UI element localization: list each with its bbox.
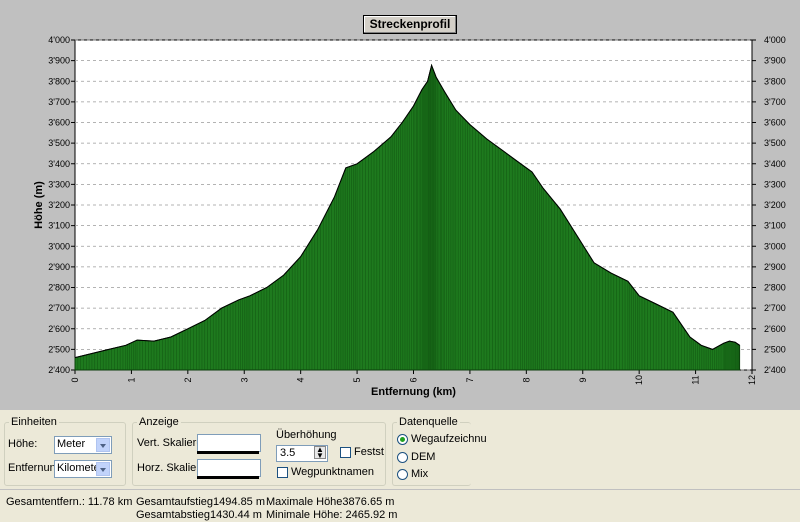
y-tick-label-right: 3'000 bbox=[764, 241, 786, 251]
y-tick-label-right: 2'400 bbox=[764, 365, 786, 375]
y-tick-label-left: 2'800 bbox=[48, 283, 70, 293]
radio-mix-label: Mix bbox=[411, 468, 429, 480]
entfernung-unit-select[interactable]: Kilometer bbox=[54, 460, 112, 478]
y-tick-label-right: 2'900 bbox=[764, 262, 786, 272]
y-tick-label-left: 2'900 bbox=[48, 262, 70, 272]
anzeige-legend: Anzeige bbox=[139, 416, 179, 428]
y-axis-label: Höhe (m) bbox=[33, 181, 45, 229]
fest-label: Festst bbox=[354, 446, 384, 458]
status-gesamtaufstieg: Gesamtaufstieg1494.85 m bbox=[136, 496, 266, 508]
wegpunkt-label: Wegpunktnamen bbox=[291, 466, 374, 478]
x-tick-label: 5 bbox=[352, 377, 362, 382]
wegpunkt-checkbox[interactable] bbox=[277, 467, 288, 478]
status-min-hoehe: Minimale Höhe: 2465.92 m bbox=[266, 509, 398, 521]
y-tick-label-right: 4'000 bbox=[764, 35, 786, 45]
x-tick-label: 7 bbox=[465, 377, 475, 382]
x-tick-label: 6 bbox=[409, 377, 419, 382]
status-max-hoehe: Maximale Höhe3876.65 m bbox=[266, 496, 395, 508]
y-tick-label-left: 3'100 bbox=[48, 221, 70, 231]
horz-scale-label: Horz. Skalieru bbox=[137, 462, 207, 474]
vert-scale-box[interactable] bbox=[197, 434, 261, 452]
status-gesamtentfernung: Gesamtentfern.: 11.78 km bbox=[6, 496, 133, 508]
fest-checkbox[interactable] bbox=[340, 447, 351, 458]
elevation-chart: 2'400 2'400 2'500 2'500 2'600 2'600 2'700 2'700… bbox=[33, 35, 786, 398]
hoehe-label: Höhe: bbox=[8, 438, 38, 450]
x-tick-label: 0 bbox=[70, 377, 80, 382]
y-tick-label-right: 2'500 bbox=[764, 344, 786, 354]
datenquelle-group: Datenquelle bbox=[392, 416, 471, 486]
x-tick-label: 1 bbox=[126, 377, 136, 382]
einheiten-group: Einheiten bbox=[4, 416, 126, 486]
y-tick-label-left: 3'400 bbox=[48, 159, 70, 169]
profile-chart-area: 2'400 2'400 2'500 2'500 2'600 2'600 2'700 2'700… bbox=[0, 0, 800, 410]
x-tick-label: 9 bbox=[578, 377, 588, 382]
y-tick-label-left: 2'600 bbox=[48, 324, 70, 334]
entfernung-unit-value: Kilometer bbox=[57, 462, 104, 474]
chevron-down-icon[interactable] bbox=[96, 462, 110, 476]
y-tick-label-right: 3'200 bbox=[764, 200, 786, 210]
x-tick-label: 4 bbox=[296, 377, 306, 382]
radio-wegaufzeichnung-label: Wegaufzeichnu bbox=[411, 433, 487, 445]
x-tick-label: 3 bbox=[239, 377, 249, 382]
y-tick-label-right: 3'500 bbox=[764, 138, 786, 148]
elevation-line bbox=[74, 63, 740, 359]
ueberhoehung-value: 3.5 bbox=[280, 447, 296, 459]
hoehe-unit-select[interactable]: Meter bbox=[54, 436, 112, 454]
y-tick-label-right: 2'800 bbox=[764, 283, 786, 293]
x-tick-label: 8 bbox=[521, 377, 531, 382]
einheiten-legend: Einheiten bbox=[11, 416, 57, 428]
y-tick-label-left: 3'300 bbox=[48, 179, 70, 189]
chart-title: Streckenprofil bbox=[363, 15, 457, 34]
horz-scale-track[interactable] bbox=[197, 476, 259, 479]
y-tick-label-right: 2'600 bbox=[764, 324, 786, 334]
hoehe-unit-value: Meter bbox=[57, 438, 86, 450]
y-tick-label-left: 2'400 bbox=[48, 365, 70, 375]
y-tick-label-right: 3'800 bbox=[764, 76, 786, 86]
x-tick-label: 10 bbox=[634, 375, 644, 385]
radio-wegaufzeichnung[interactable] bbox=[397, 434, 408, 445]
y-tick-label-left: 3'600 bbox=[48, 118, 70, 128]
radio-mix[interactable] bbox=[397, 469, 408, 480]
y-tick-label-right: 3'700 bbox=[764, 97, 786, 107]
radio-dem-label: DEM bbox=[411, 451, 436, 463]
y-tick-label-left: 3'200 bbox=[48, 200, 70, 210]
entfernung-label: Entfernung: bbox=[8, 462, 65, 474]
datenquelle-legend: Datenquelle bbox=[399, 416, 458, 428]
y-tick-label-left: 3'900 bbox=[48, 56, 70, 66]
x-tick-label: 11 bbox=[691, 375, 701, 384]
x-tick-label: 2 bbox=[183, 377, 193, 382]
y-tick-label-right: 3'900 bbox=[764, 56, 786, 66]
vert-scale-label: Vert. Skalieru bbox=[137, 437, 203, 449]
radio-dem[interactable] bbox=[397, 452, 408, 463]
anzeige-group: Anzeige bbox=[132, 416, 386, 486]
x-tick-label: 12 bbox=[747, 375, 757, 385]
chevron-down-icon[interactable] bbox=[96, 438, 110, 452]
y-tick-label-left: 3'500 bbox=[48, 138, 70, 148]
y-tick-label-left: 3'700 bbox=[48, 97, 70, 107]
y-tick-label-right: 3'600 bbox=[764, 118, 786, 128]
y-tick-label-left: 3'800 bbox=[48, 76, 70, 86]
y-tick-label-right: 2'700 bbox=[764, 303, 786, 313]
horz-scale-slider[interactable] bbox=[197, 459, 261, 479]
y-tick-label-left: 4'000 bbox=[48, 35, 70, 45]
vert-scale-track[interactable] bbox=[197, 451, 259, 454]
y-tick-label-right: 3'400 bbox=[764, 159, 786, 169]
status-bar: Gesamtentfern.: 11.78 km Gesamtaufstieg1… bbox=[0, 489, 800, 522]
vert-scale-slider[interactable] bbox=[197, 434, 261, 454]
ueberhoehung-stepper[interactable]: 3.5 ▲ ▼ bbox=[276, 445, 328, 462]
y-tick-label-right: 3'100 bbox=[764, 221, 786, 231]
stepper-arrows-icon[interactable]: ▲ ▼ bbox=[314, 446, 326, 460]
horz-scale-box[interactable] bbox=[197, 459, 261, 477]
y-tick-label-left: 2'500 bbox=[48, 344, 70, 354]
y-tick-label-left: 2'700 bbox=[48, 303, 70, 313]
y-tick-label-left: 3'000 bbox=[48, 241, 70, 251]
y-tick-label-right: 3'300 bbox=[764, 179, 786, 189]
ueberhoehung-label: Überhöhung bbox=[276, 429, 337, 441]
x-axis-label: Entfernung (km) bbox=[371, 386, 456, 398]
status-gesamtabstieg: Gesamtabstieg1430.44 m bbox=[136, 509, 262, 521]
